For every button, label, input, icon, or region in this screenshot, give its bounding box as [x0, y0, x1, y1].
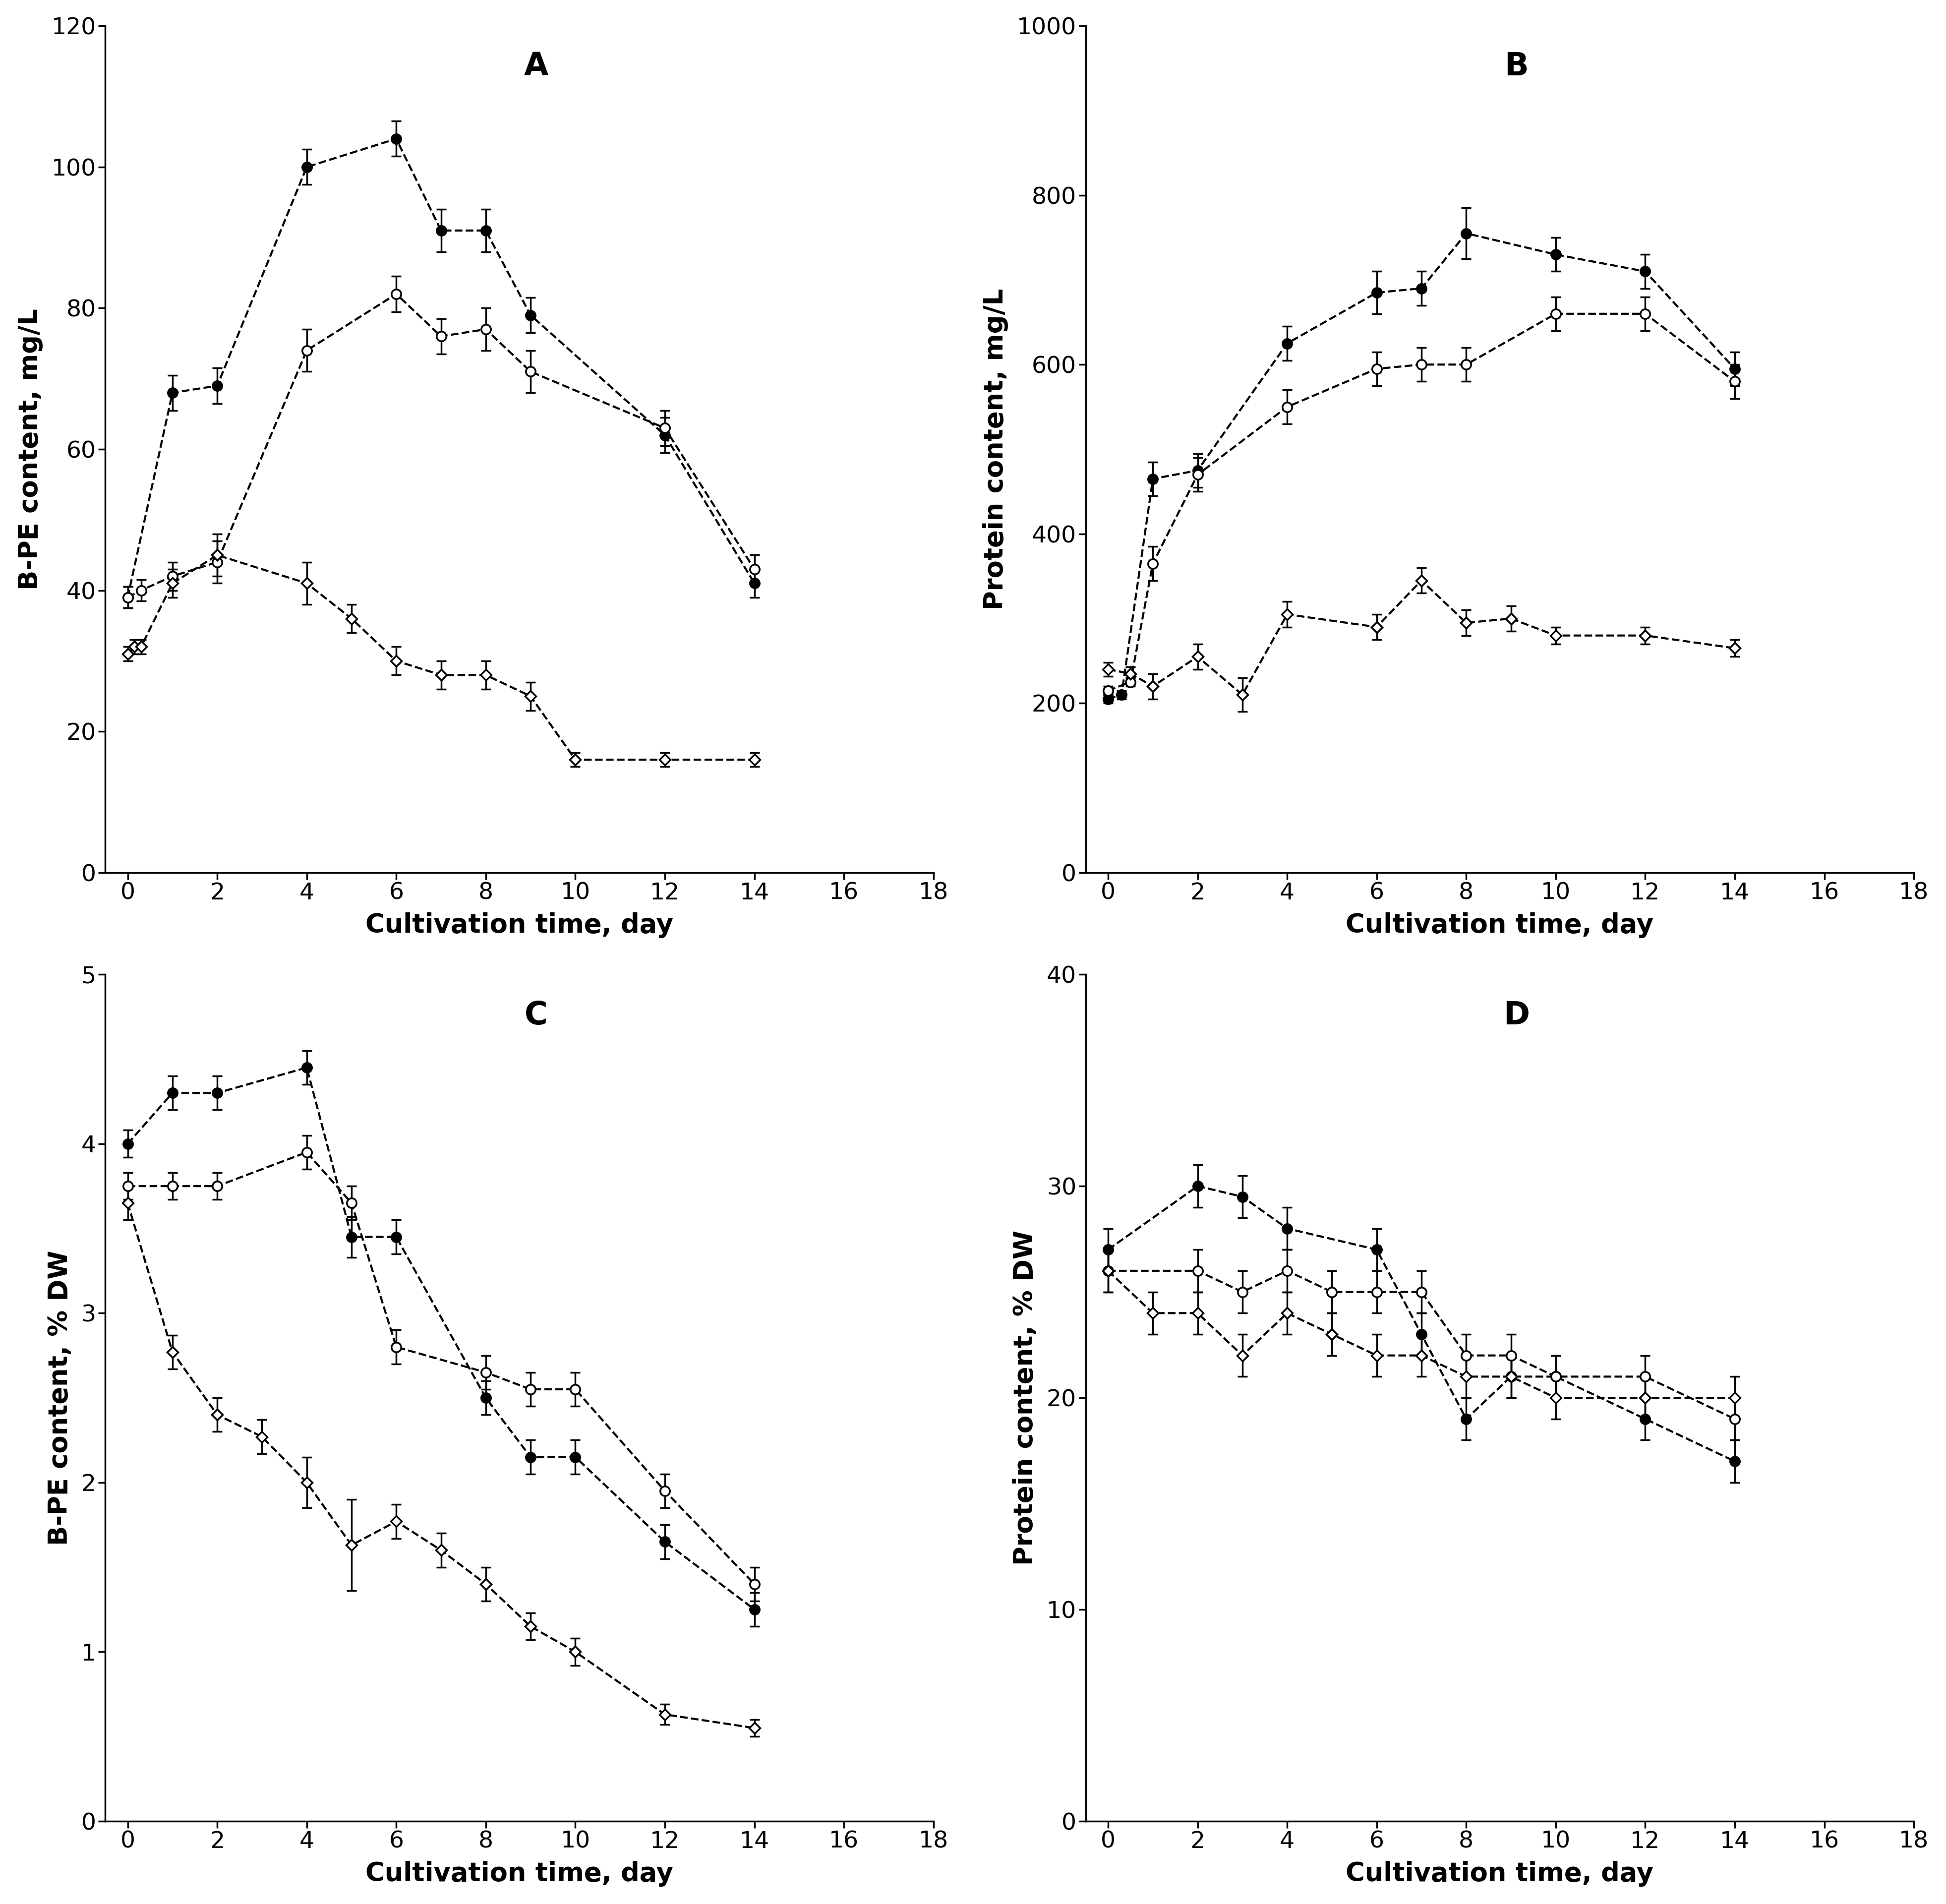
Text: B: B: [1504, 51, 1528, 82]
Y-axis label: Protein content, % DW: Protein content, % DW: [1012, 1230, 1039, 1565]
Text: C: C: [523, 1000, 547, 1030]
X-axis label: Cultivation time, day: Cultivation time, day: [366, 1860, 673, 1887]
X-axis label: Cultivation time, day: Cultivation time, day: [1347, 1860, 1654, 1887]
Y-axis label: B-PE content, mg/L: B-PE content, mg/L: [18, 308, 43, 590]
Text: D: D: [1502, 1000, 1530, 1030]
X-axis label: Cultivation time, day: Cultivation time, day: [1347, 912, 1654, 939]
Text: A: A: [523, 51, 549, 82]
Y-axis label: B-PE content, % DW: B-PE content, % DW: [47, 1251, 72, 1546]
Y-axis label: Protein content, mg/L: Protein content, mg/L: [983, 289, 1008, 609]
X-axis label: Cultivation time, day: Cultivation time, day: [366, 912, 673, 939]
